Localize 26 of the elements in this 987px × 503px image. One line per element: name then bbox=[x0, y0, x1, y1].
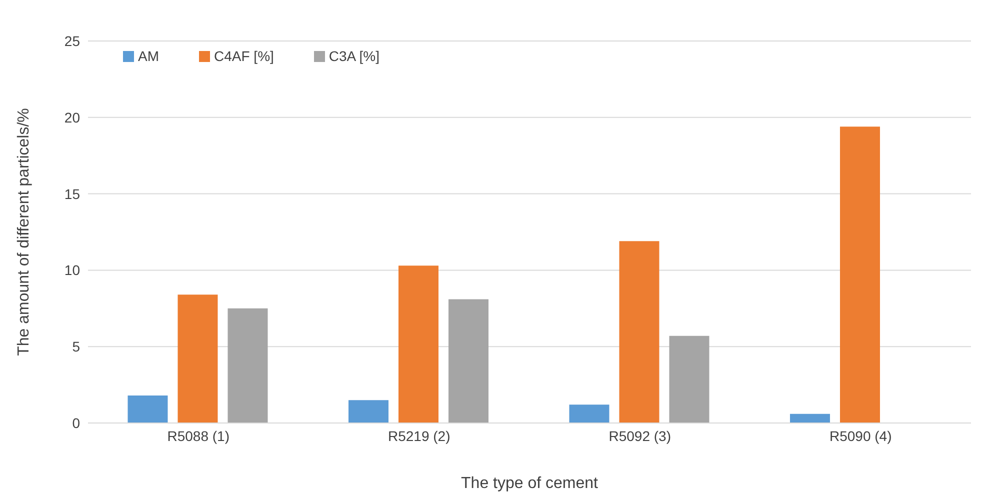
y-tick-label: 5 bbox=[72, 338, 80, 355]
y-tick-label: 20 bbox=[64, 109, 80, 126]
legend-label: AM bbox=[138, 48, 159, 64]
legend-label: C4AF [%] bbox=[214, 48, 274, 64]
y-tick-label: 15 bbox=[64, 186, 80, 202]
y-tick-label: 0 bbox=[72, 414, 80, 431]
y-tick-label: 25 bbox=[64, 32, 80, 49]
bar bbox=[348, 400, 388, 423]
bar bbox=[569, 404, 610, 423]
bar bbox=[228, 308, 268, 423]
y-tick-label: 10 bbox=[64, 262, 80, 278]
bar bbox=[178, 294, 218, 423]
x-tick-label: R5090 (4) bbox=[829, 428, 892, 444]
legend-label: C3A [%] bbox=[328, 48, 380, 64]
bar bbox=[448, 299, 488, 423]
x-axis-title: The type of cement bbox=[461, 475, 599, 492]
bar bbox=[619, 241, 660, 423]
x-tick-label: R5219 (2) bbox=[388, 428, 450, 444]
bar bbox=[790, 414, 830, 423]
x-tick-label: R5088 (1) bbox=[167, 428, 230, 444]
x-tick-label: R5092 (3) bbox=[608, 428, 672, 444]
bar bbox=[669, 336, 710, 423]
bar bbox=[398, 266, 438, 423]
y-axis-title: The amount of different particels/% bbox=[16, 108, 33, 356]
bar bbox=[128, 395, 168, 423]
bar bbox=[840, 126, 880, 423]
